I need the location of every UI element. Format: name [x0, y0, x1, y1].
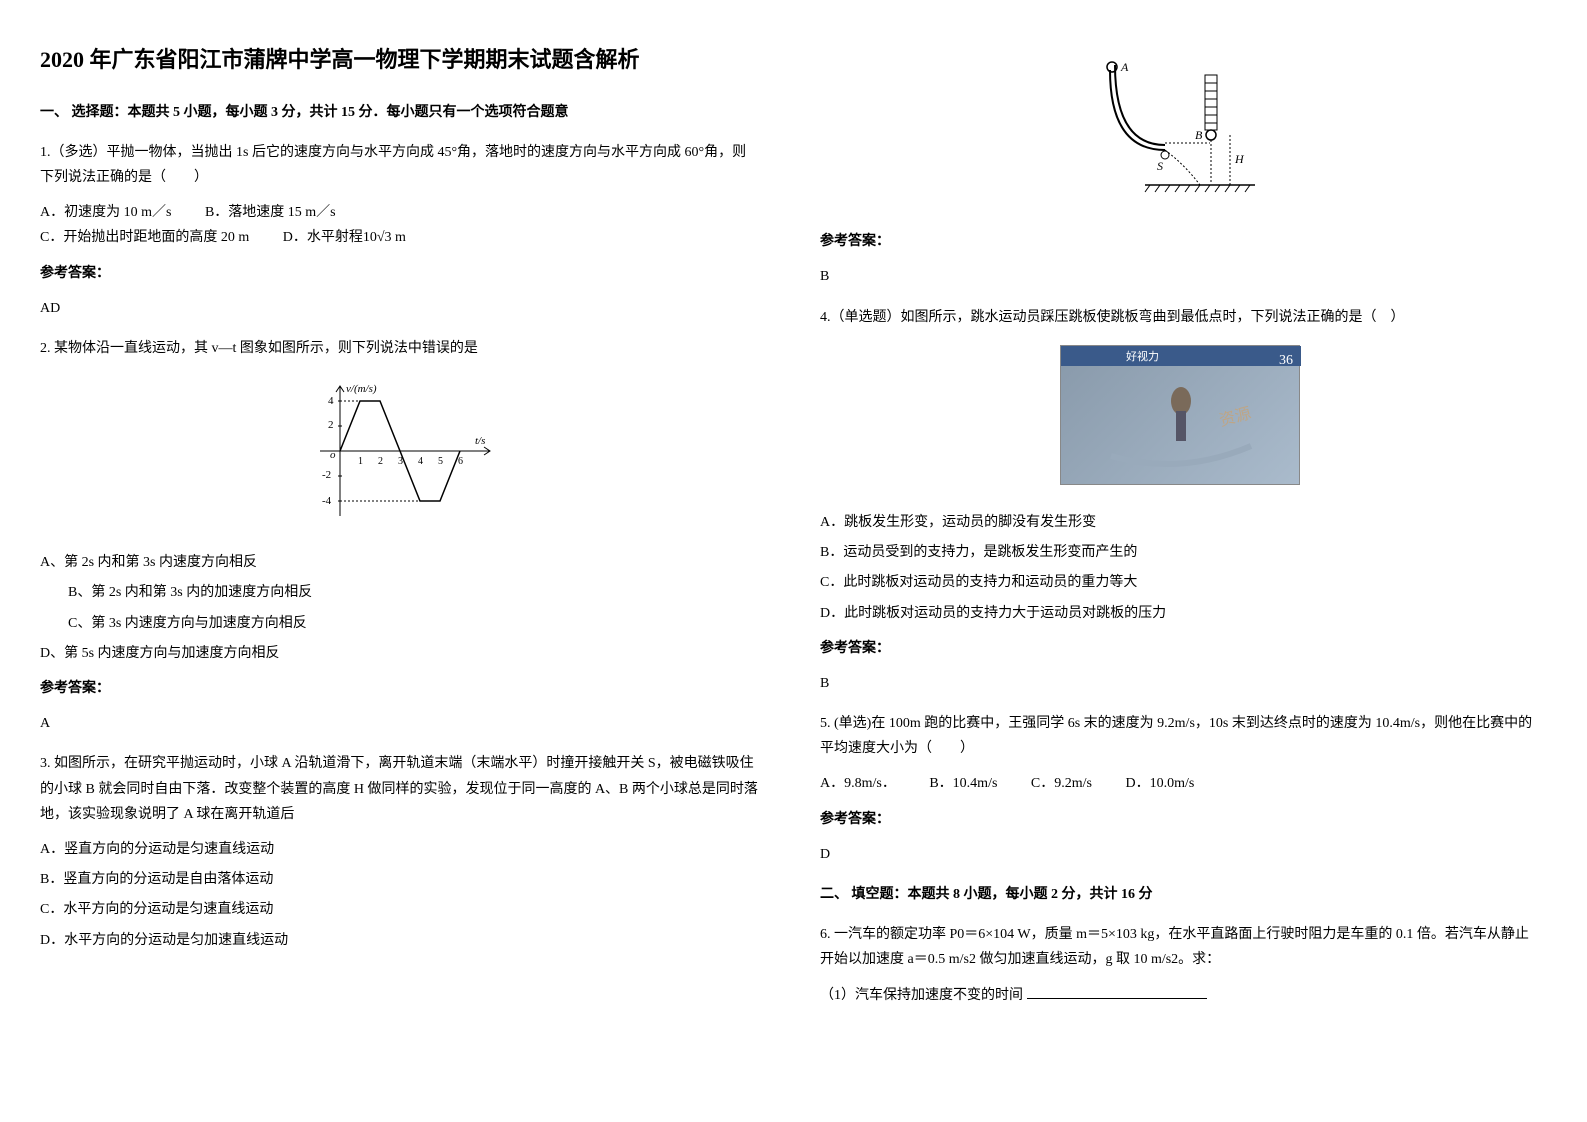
- svg-text:A: A: [1120, 60, 1129, 74]
- right-column: A S B H: [820, 40, 1540, 1008]
- svg-text:2: 2: [378, 456, 383, 467]
- q1-option-c: C．开始抛出时距地面的高度 20 m: [40, 225, 249, 250]
- vt-graph: 4 2 -2 -4 o v/(m/s) t/s 1 2 3 4 5 6: [300, 376, 500, 526]
- q5-options: A．9.8m/s． B．10.4m/s C．9.2m/s D．10.0m/s: [820, 771, 1540, 796]
- svg-text:好视力: 好视力: [1126, 349, 1159, 363]
- q4-option-c: C．此时跳板对运动员的支持力和运动员的重力等大: [820, 570, 1540, 595]
- svg-text:2: 2: [328, 419, 334, 431]
- q1-options-row1: A．初速度为 10 m／s B．落地速度 15 m／s: [40, 200, 760, 225]
- q5-answer: D: [820, 842, 1540, 867]
- svg-text:36: 36: [1279, 353, 1293, 368]
- q1-option-d: D．水平射程10√3 m: [283, 225, 406, 250]
- svg-text:o: o: [330, 449, 336, 461]
- q3-answer: B: [820, 264, 1540, 289]
- page-container: 2020 年广东省阳江市蒲牌中学高一物理下学期期末试题含解析 一、 选择题：本题…: [40, 40, 1540, 1008]
- q5-option-a: A．9.8m/s．: [820, 771, 896, 796]
- q6-blank: [1027, 998, 1207, 999]
- q5-option-d: D．10.0m/s: [1126, 771, 1195, 796]
- svg-text:资源: 资源: [1217, 404, 1253, 430]
- q5-option-c: C．9.2m/s: [1031, 771, 1092, 796]
- svg-text:v/(m/s): v/(m/s): [346, 383, 377, 395]
- q4-answer: B: [820, 671, 1540, 696]
- question-6-text: 6. 一汽车的额定功率 P0＝6×104 W，质量 m＝5×103 kg，在水平…: [820, 922, 1540, 972]
- projectile-apparatus: A S B H: [1095, 55, 1265, 205]
- svg-text:S: S: [1157, 159, 1163, 173]
- left-column: 2020 年广东省阳江市蒲牌中学高一物理下学期期末试题含解析 一、 选择题：本题…: [40, 40, 760, 1008]
- q2-answer-label: 参考答案：: [40, 676, 760, 701]
- svg-text:4: 4: [418, 456, 423, 467]
- svg-text:B: B: [1195, 128, 1203, 142]
- q4-option-d: D．此时跳板对运动员的支持力大于运动员对跳板的压力: [820, 601, 1540, 626]
- q3-option-d: D．水平方向的分运动是匀加速直线运动: [40, 928, 760, 953]
- svg-text:H: H: [1234, 152, 1245, 166]
- q2-answer: A: [40, 711, 760, 736]
- q5-option-b: B．10.4m/s: [929, 771, 997, 796]
- question-4-text: 4.（单选题）如图所示，跳水运动员踩压跳板使跳板弯曲到最低点时，下列说法正确的是…: [820, 305, 1540, 330]
- q6-sub1-text: （1）汽车保持加速度不变的时间: [820, 988, 1023, 1003]
- q4-option-b: B．运动员受到的支持力，是跳板发生形变而产生的: [820, 540, 1540, 565]
- q4-option-a: A．跳板发生形变，运动员的脚没有发生形变: [820, 510, 1540, 535]
- q5-answer-label: 参考答案：: [820, 807, 1540, 832]
- q2-figure: 4 2 -2 -4 o v/(m/s) t/s 1 2 3 4 5 6: [40, 376, 760, 535]
- q2-option-c: C、第 3s 内速度方向与加速度方向相反: [40, 611, 760, 636]
- q3-option-b: B．竖直方向的分运动是自由落体运动: [40, 867, 760, 892]
- question-2-text: 2. 某物体沿一直线运动，其 v—t 图象如图所示，则下列说法中错误的是: [40, 336, 760, 361]
- q1-answer-label: 参考答案：: [40, 261, 760, 286]
- q2-option-b: B、第 2s 内和第 3s 内的加速度方向相反: [40, 580, 760, 605]
- question-5-text: 5. (单选)在 100m 跑的比赛中，王强同学 6s 末的速度为 9.2m/s…: [820, 711, 1540, 761]
- q6-sub1: （1）汽车保持加速度不变的时间: [820, 983, 1540, 1008]
- svg-text:1: 1: [358, 456, 363, 467]
- q4-answer-label: 参考答案：: [820, 636, 1540, 661]
- q3-option-c: C．水平方向的分运动是匀速直线运动: [40, 897, 760, 922]
- svg-text:-4: -4: [322, 495, 332, 507]
- q2-option-a: A、第 2s 内和第 3s 内速度方向相反: [40, 550, 760, 575]
- q1-answer: AD: [40, 296, 760, 321]
- q1-option-a: A．初速度为 10 m／s: [40, 200, 171, 225]
- svg-text:4: 4: [328, 395, 334, 407]
- svg-text:6: 6: [458, 456, 463, 467]
- question-3-text: 3. 如图所示，在研究平抛运动时，小球 A 沿轨道滑下，离开轨道末端（末端水平）…: [40, 751, 760, 827]
- q1-option-b: B．落地速度 15 m／s: [205, 200, 336, 225]
- q1-options-row2: C．开始抛出时距地面的高度 20 m D．水平射程10√3 m: [40, 225, 760, 250]
- q3-answer-label: 参考答案：: [820, 229, 1540, 254]
- diving-photo: 好视力 36 资源: [1060, 345, 1300, 485]
- svg-text:t/s: t/s: [475, 435, 485, 447]
- q3-option-a: A．竖直方向的分运动是匀速直线运动: [40, 837, 760, 862]
- section-1-header: 一、 选择题：本题共 5 小题，每小题 3 分，共计 15 分．每小题只有一个选…: [40, 100, 760, 125]
- section-2-header: 二、 填空题：本题共 8 小题，每小题 2 分，共计 16 分: [820, 882, 1540, 907]
- svg-text:-2: -2: [322, 469, 331, 481]
- q2-option-d: D、第 5s 内速度方向与加速度方向相反: [40, 641, 760, 666]
- document-title: 2020 年广东省阳江市蒲牌中学高一物理下学期期末试题含解析: [40, 40, 760, 80]
- q4-figure: 好视力 36 资源: [820, 345, 1540, 495]
- svg-text:5: 5: [438, 456, 443, 467]
- q3-figure: A S B H: [820, 55, 1540, 214]
- question-1-text: 1.（多选）平抛一物体，当抛出 1s 后它的速度方向与水平方向成 45°角，落地…: [40, 140, 760, 190]
